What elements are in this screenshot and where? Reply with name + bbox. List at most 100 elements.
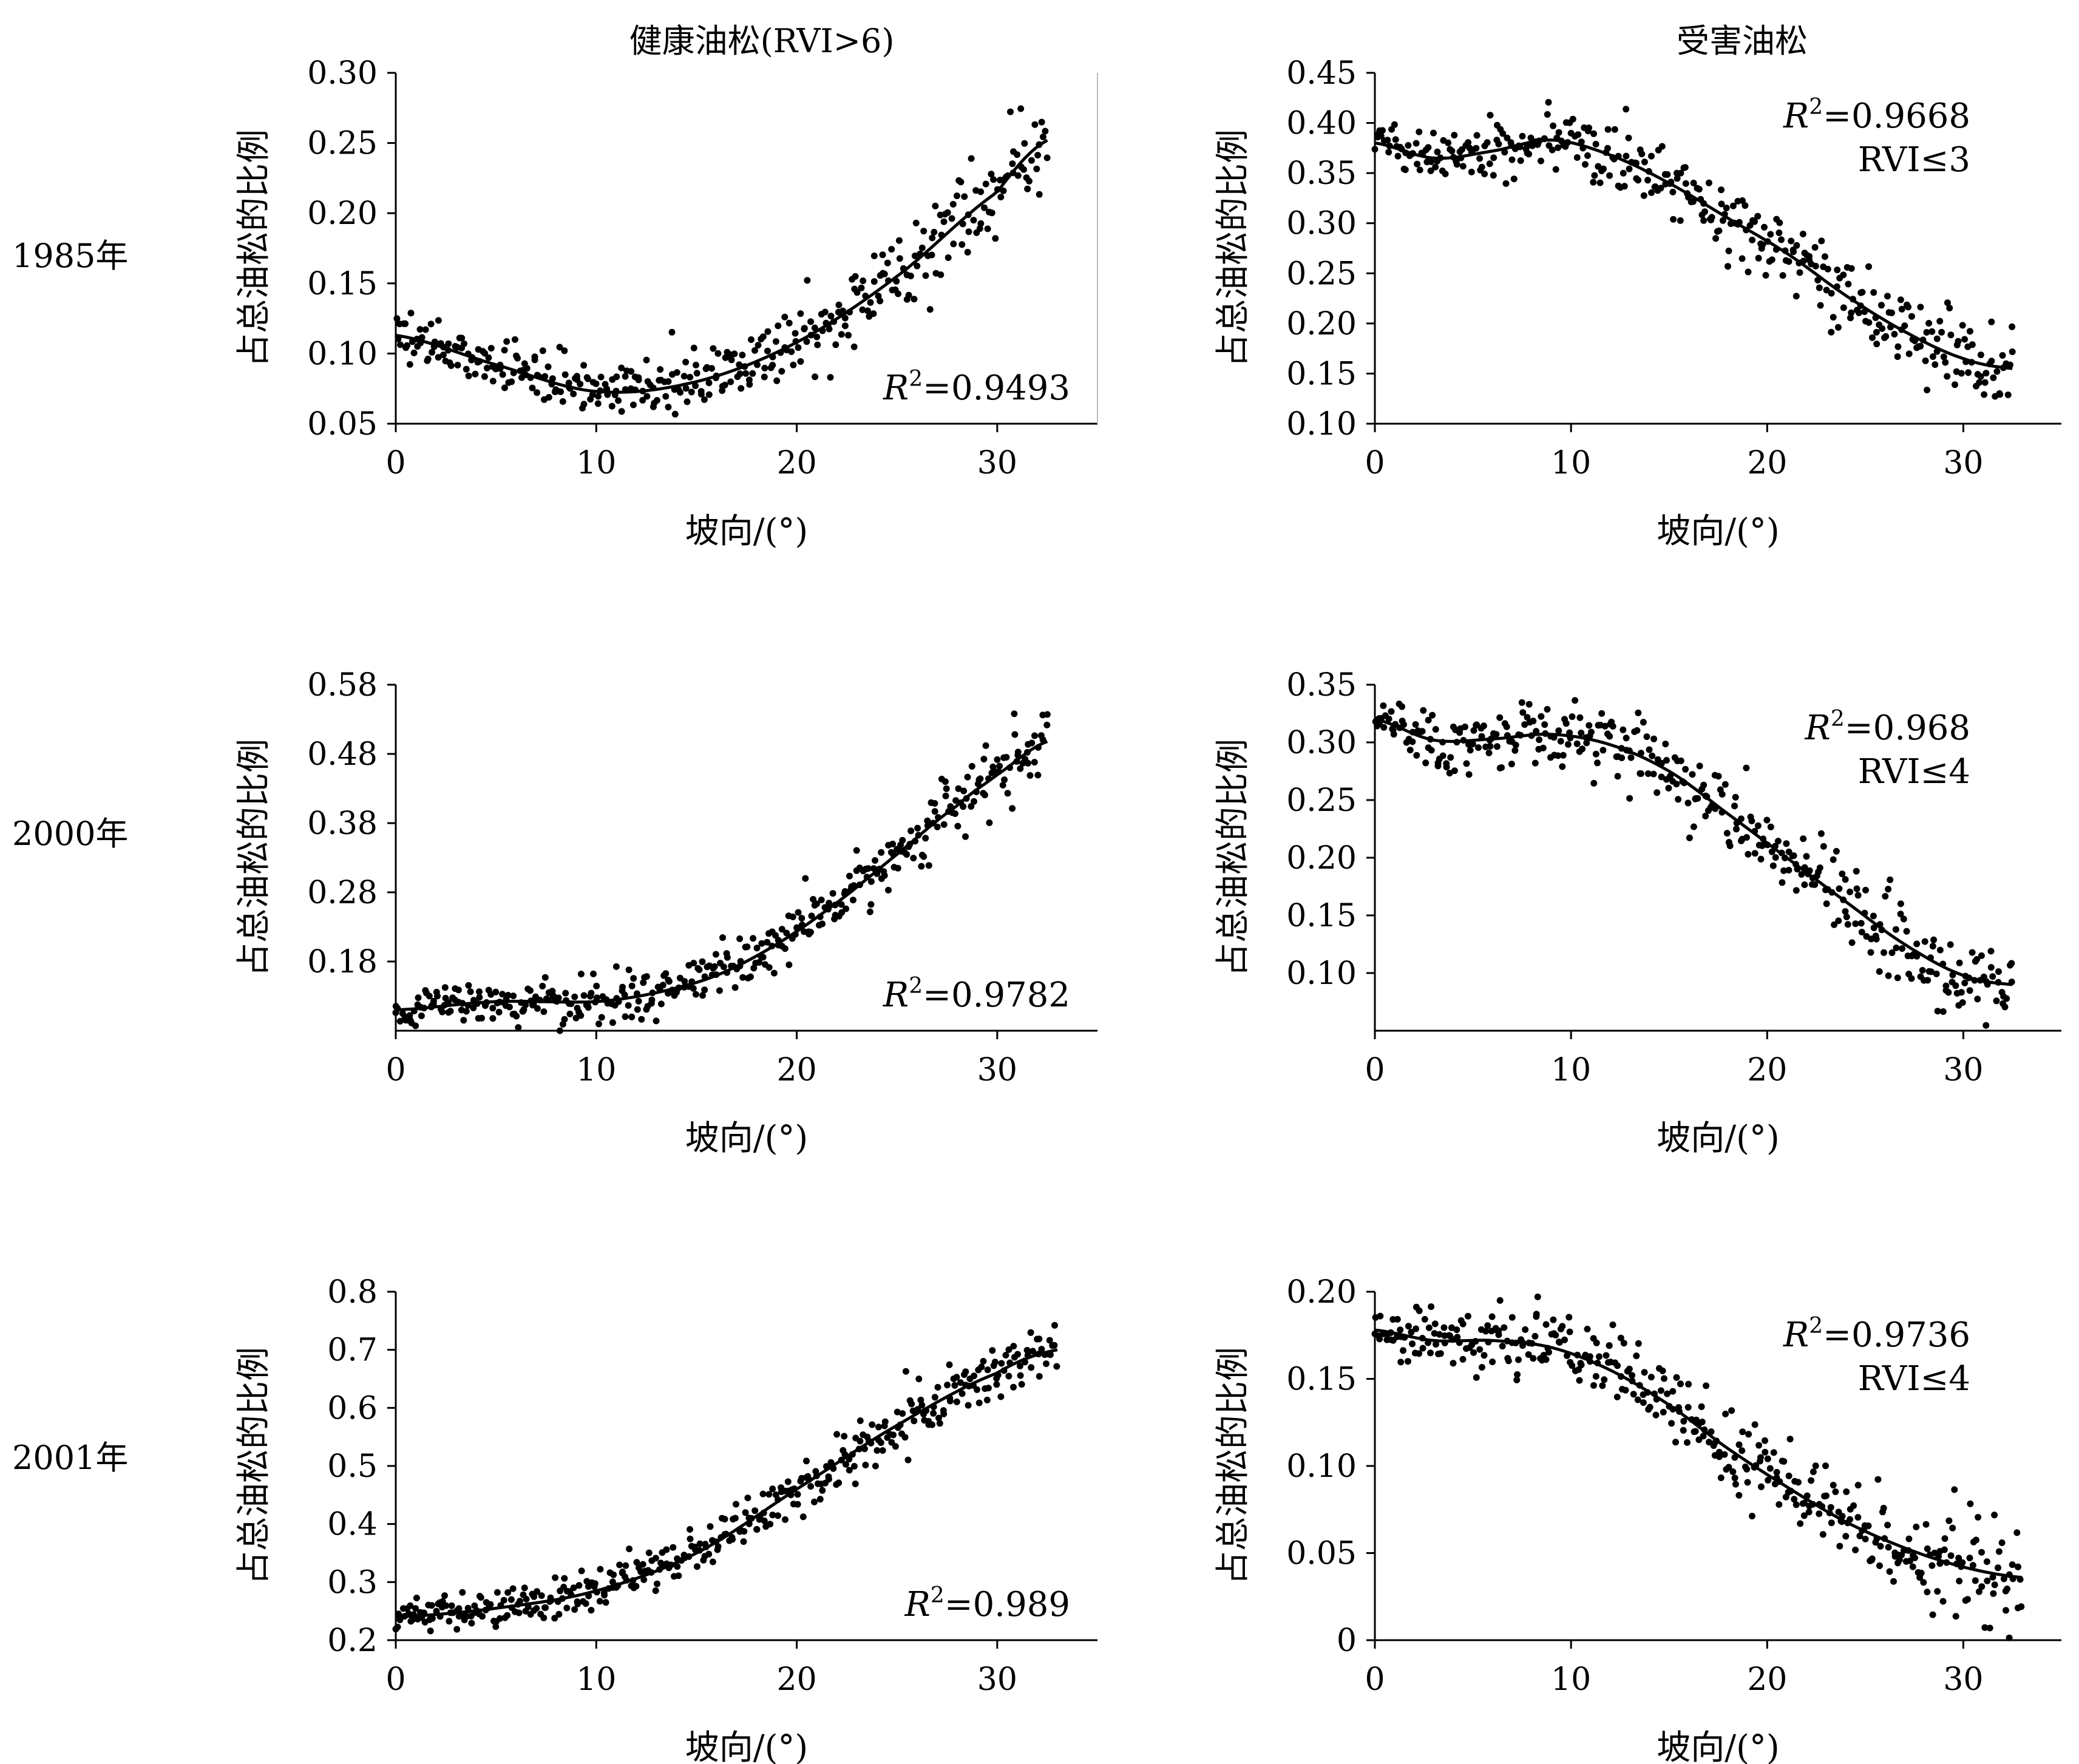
r-squared-superscript: 2 — [909, 974, 923, 999]
data-point — [1953, 341, 1961, 348]
data-point — [1723, 830, 1731, 837]
data-point — [1023, 1346, 1031, 1354]
data-point — [1722, 1410, 1729, 1417]
data-point — [1842, 876, 1849, 883]
data-point — [1584, 152, 1591, 159]
data-point — [1533, 1313, 1540, 1320]
data-point — [1981, 379, 1989, 386]
data-point — [1919, 967, 1926, 974]
data-point — [845, 331, 852, 339]
data-point — [1751, 218, 1758, 225]
data-point — [1394, 152, 1402, 160]
data-point — [534, 389, 541, 396]
data-point — [625, 1002, 632, 1009]
data-point — [1552, 1332, 1559, 1338]
data-point — [1928, 968, 1935, 975]
data-point — [918, 863, 925, 870]
data-point — [936, 1420, 943, 1427]
data-point — [590, 970, 597, 977]
data-point — [522, 1002, 529, 1008]
data-point — [879, 1447, 886, 1454]
data-point — [1380, 724, 1388, 731]
y-tick-label: 0.58 — [307, 667, 378, 704]
data-point — [892, 1443, 899, 1450]
y-tick-label: 0.4 — [327, 1507, 378, 1543]
data-point — [1005, 1372, 1012, 1380]
data-point — [1897, 296, 1904, 304]
data-point — [394, 1623, 401, 1630]
data-point — [1384, 137, 1391, 144]
rvi-annotation: RVI≤3 — [1858, 140, 1970, 180]
data-point — [1833, 847, 1840, 855]
data-point — [407, 1602, 414, 1609]
data-point — [1870, 289, 1877, 296]
data-point — [795, 344, 802, 351]
data-point — [2007, 361, 2013, 368]
y-tick-label: 0.10 — [1286, 955, 1357, 992]
y-tick-label: 0.15 — [1286, 356, 1357, 392]
data-point — [1990, 374, 1997, 381]
data-point — [1476, 1346, 1484, 1353]
data-point — [1451, 767, 1458, 775]
data-point — [1944, 373, 1951, 380]
data-point — [1790, 248, 1797, 256]
data-point — [1940, 353, 1947, 361]
data-point — [924, 817, 931, 824]
data-point — [1431, 1330, 1438, 1337]
data-point — [2001, 1003, 2009, 1011]
data-point — [1847, 1516, 1854, 1523]
data-point — [1576, 714, 1584, 721]
data-point — [1917, 342, 1924, 350]
data-point — [1432, 163, 1439, 171]
data-point — [648, 1000, 655, 1007]
data-point — [885, 886, 892, 894]
y-axis-title: 占总油松的比例 — [234, 739, 274, 977]
data-point — [1530, 717, 1537, 725]
data-point — [687, 1535, 694, 1542]
data-point — [1852, 1546, 1859, 1553]
data-point — [819, 920, 826, 928]
data-point — [492, 1623, 500, 1630]
data-point — [1988, 318, 1995, 325]
data-point — [1982, 1022, 1990, 1029]
y-tick-label: 0.5 — [327, 1448, 378, 1485]
data-point — [797, 358, 804, 365]
data-point — [1754, 822, 1762, 829]
y-tick-label: 0.48 — [307, 736, 378, 773]
data-point — [1885, 972, 1892, 979]
data-point — [1467, 747, 1474, 754]
data-point — [934, 823, 941, 830]
y-tick-label: 0.3 — [327, 1564, 378, 1601]
data-point — [1020, 166, 1027, 173]
data-point — [785, 961, 793, 968]
data-point — [1584, 1326, 1591, 1332]
data-point — [665, 378, 672, 385]
data-point — [670, 1544, 677, 1551]
data-point — [544, 363, 552, 370]
data-point — [570, 390, 577, 398]
data-point — [1502, 180, 1510, 187]
data-point — [622, 1013, 629, 1020]
data-point — [1039, 134, 1046, 140]
data-point — [1622, 1386, 1629, 1394]
data-point — [429, 348, 436, 356]
data-point — [2018, 1603, 2025, 1610]
data-point — [609, 1578, 616, 1586]
data-point — [1725, 263, 1731, 270]
data-point — [1530, 1355, 1537, 1362]
data-point — [1670, 215, 1677, 223]
data-point — [1007, 108, 1014, 115]
data-point — [562, 989, 569, 997]
data-point — [1958, 370, 1965, 377]
data-point — [709, 1558, 716, 1566]
data-point — [1377, 1312, 1384, 1320]
data-point — [1773, 1468, 1780, 1476]
data-point — [1043, 1360, 1050, 1368]
data-point — [866, 908, 873, 915]
data-point — [618, 364, 625, 371]
data-point — [1630, 1391, 1637, 1398]
data-point — [1405, 142, 1412, 149]
data-point — [833, 1431, 841, 1438]
data-point — [593, 982, 600, 989]
data-point — [1911, 1554, 1918, 1561]
